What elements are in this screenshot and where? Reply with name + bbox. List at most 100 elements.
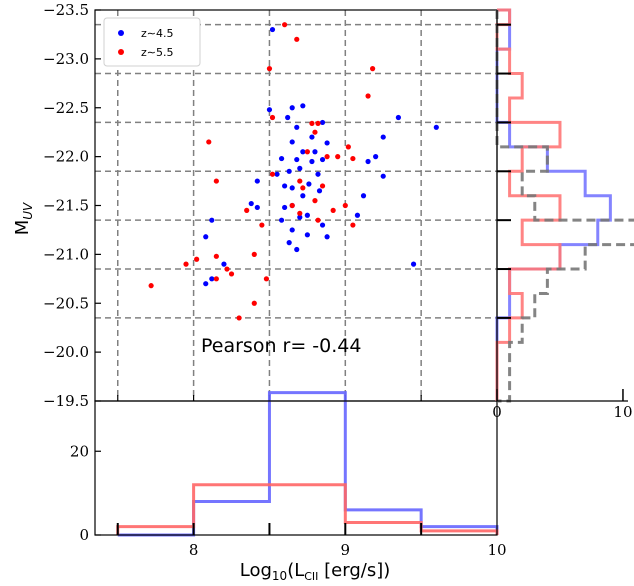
point-z55 (315, 217, 321, 223)
point-z45 (354, 212, 361, 218)
bottom-histogram-panel: 0 20 8 9 10 (70, 391, 507, 559)
point-z45 (254, 178, 260, 184)
point-z55 (350, 155, 356, 162)
histogram-z55 (116, 483, 499, 535)
point-z55 (213, 253, 219, 259)
point-z45 (324, 234, 330, 240)
point-z55 (324, 154, 330, 160)
point-z45 (304, 232, 310, 238)
x-tick-label: 8 (189, 541, 199, 559)
point-z55 (345, 144, 351, 150)
x-tick-label: 0 (492, 403, 502, 421)
point-z45 (289, 185, 295, 191)
point-z45 (282, 183, 288, 189)
point-z55 (148, 283, 154, 289)
legend-label-z45: z∼4.5 (141, 27, 173, 40)
y-tick-label: −20.5 (43, 294, 89, 312)
point-z45 (373, 154, 379, 160)
point-z45 (278, 217, 285, 223)
point-z55 (365, 93, 371, 99)
point-z45 (380, 134, 386, 140)
point-z55 (266, 66, 273, 72)
point-z45 (306, 181, 312, 187)
point-z45 (297, 214, 303, 220)
point-z55 (335, 154, 341, 160)
point-z55 (342, 202, 348, 209)
y-tick-label: −21.5 (43, 197, 89, 215)
x-axis-label: Log10(LCII [erg/s]) (240, 560, 391, 583)
point-z45 (304, 212, 310, 218)
point-z55 (350, 222, 356, 228)
point-z55 (297, 178, 303, 184)
right-histogram-panel: 0 10 (492, 8, 634, 421)
point-z45 (289, 227, 295, 233)
point-z55 (236, 315, 242, 321)
point-z55 (244, 207, 250, 213)
point-z55 (251, 300, 257, 306)
point-z45 (324, 140, 330, 146)
point-z55 (206, 139, 212, 145)
point-z45 (285, 114, 291, 121)
y-tick-label: 20 (70, 442, 89, 460)
point-z55 (330, 207, 336, 213)
point-z45 (286, 240, 292, 246)
point-z45 (309, 134, 315, 140)
legend: z∼4.5 z∼5.5 (103, 17, 201, 67)
point-z45 (312, 149, 318, 155)
point-z55 (309, 120, 315, 126)
point-z45 (365, 158, 371, 165)
point-z45 (269, 26, 276, 33)
point-z45 (300, 103, 306, 109)
y-tick-label: −23.0 (43, 50, 89, 68)
y-tick-label: −21.0 (43, 245, 89, 263)
point-z45 (380, 173, 386, 179)
point-z45 (410, 261, 417, 267)
legend-marker-z55 (118, 49, 124, 55)
point-z45 (395, 114, 401, 121)
point-z55 (297, 210, 303, 216)
y-tick-label: −22.0 (43, 148, 89, 166)
point-z55 (194, 256, 200, 262)
point-z45 (209, 217, 215, 223)
point-z55 (370, 66, 376, 72)
point-z45 (316, 188, 323, 194)
point-z55 (269, 171, 276, 177)
point-z45 (266, 107, 273, 113)
point-z55 (294, 36, 300, 42)
right-histogram-z55 (495, 8, 562, 401)
point-z45 (294, 156, 300, 163)
point-z45 (294, 124, 300, 130)
x-tick-label: 10 (487, 541, 506, 559)
y-tick-label: 0 (79, 526, 89, 544)
point-z55 (183, 261, 189, 267)
point-z55 (263, 276, 270, 282)
y-tick-label: −23.5 (43, 1, 89, 19)
point-z45 (203, 281, 209, 287)
point-z55 (213, 276, 219, 282)
legend-marker-z45 (118, 30, 124, 36)
legend-label-z55: z∼5.5 (141, 46, 173, 59)
x-tick-label: 10 (613, 403, 632, 421)
point-z55 (312, 129, 318, 135)
right-histogram-dashed (495, 10, 634, 403)
point-z45 (203, 234, 209, 240)
point-z45 (294, 246, 300, 253)
pearson-annotation: Pearson r= -0.44 (201, 335, 361, 357)
point-z55 (251, 251, 257, 257)
point-z55 (312, 198, 318, 204)
y-tick-label: −19.5 (43, 392, 89, 410)
y-axis-label: MUV (12, 202, 35, 235)
point-z45 (319, 156, 326, 163)
point-z45 (300, 149, 306, 155)
point-z45 (289, 105, 295, 111)
point-z55 (259, 222, 265, 228)
bottom-frame (94, 400, 498, 536)
point-z45 (309, 158, 315, 165)
point-z55 (282, 22, 288, 28)
point-z45 (360, 193, 367, 199)
point-z45 (297, 165, 303, 171)
point-z55 (228, 271, 235, 277)
y-tick-label: −22.5 (43, 99, 89, 117)
point-z45 (274, 171, 280, 177)
